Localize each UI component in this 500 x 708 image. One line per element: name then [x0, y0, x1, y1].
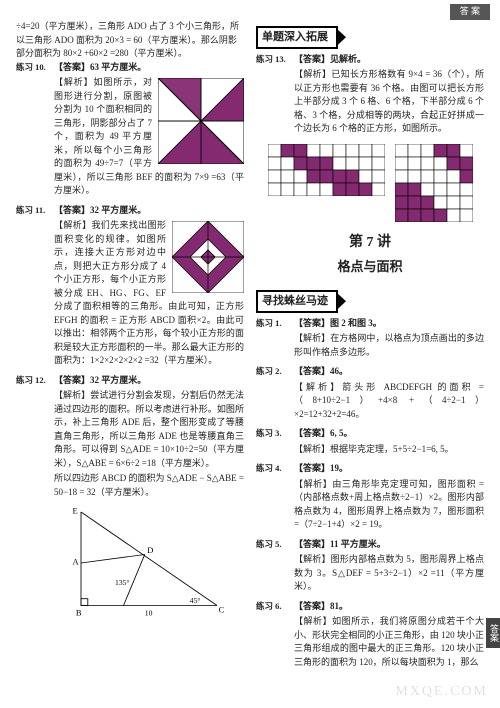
- svg-text:M: M: [203, 78, 210, 79]
- q2-label: 练习 2.: [256, 365, 294, 423]
- svg-text:135°: 135°: [115, 578, 130, 587]
- q4-exp: 【解析】由三角形毕克定理可知，图形面积 =（内部格点数+周上格点数÷2−1）×2…: [294, 478, 484, 532]
- ans-11: 【答案】32 平方厘米。: [54, 204, 244, 218]
- label-11: 练习 11.: [16, 204, 54, 370]
- problem-12: 练习 12. 【答案】32 平方厘米。 【解析】尝试进行分割会发现，分割后仍然无…: [16, 374, 244, 628]
- q3-exp: 【解析】根据毕克定理，5+5÷2−1=6, 5。: [294, 443, 484, 457]
- q2-exp: 【解析】箭头形 ABCDEFGH 的面积 =（8+10÷2−1）+4×8 +（4…: [294, 381, 484, 422]
- q6-exp: 【解析】如图所示，我们将原图分成若干个大小、形状完全相同的小正三角形，由 120…: [294, 615, 484, 669]
- q6-ans: 【答案】81。: [294, 600, 484, 614]
- section-bar-2: 寻找蛛丝马迹: [256, 290, 338, 313]
- q2: 练习 2. 【答案】46。 【解析】箭头形 ABCDEFGH 的面积 =（8+1…: [256, 365, 484, 423]
- chapter-subtitle: 格点与面积: [256, 257, 484, 277]
- label-10: 练习 10.: [16, 61, 54, 200]
- right-column: 单题深入拓展 练习 13. 【答案】见解析。 【解析】已知长方形格数有 9×4 …: [256, 20, 484, 675]
- q2-ans: 【答案】46。: [294, 365, 484, 379]
- header-tab: 答 案: [450, 4, 490, 20]
- svg-text:E: E: [73, 506, 78, 516]
- figure-11: H E G F A D B C: [172, 221, 244, 293]
- svg-text:H: H: [205, 221, 210, 222]
- q3-label: 练习 3.: [256, 427, 294, 458]
- q1-exp: 【解析】在方格网中，以格点为顶点画出的多边形叫作格点多边形。: [294, 332, 484, 359]
- q4-label: 练习 4.: [256, 462, 294, 534]
- watermark: MXQE.COM: [395, 681, 488, 702]
- svg-text:C: C: [219, 604, 225, 614]
- ans-13: 【答案】见解析。: [294, 53, 484, 67]
- q3-ans: 【答案】6, 5。: [294, 427, 484, 441]
- label-13: 练习 13.: [256, 53, 294, 138]
- section-bar-1: 单题深入拓展: [256, 26, 338, 49]
- svg-text:A: A: [73, 557, 80, 567]
- exp-12a: 【解析】尝试进行分割会发现，分割后仍然无法通过四边形的面积。所以考虑进行补形。如…: [54, 389, 244, 470]
- ans-10: 【答案】63 平方厘米。: [54, 61, 244, 75]
- q6-label: 练习 6.: [256, 600, 294, 672]
- q5-label: 练习 5.: [256, 538, 294, 596]
- side-tab: 答案: [486, 618, 500, 648]
- grid-rect: [268, 144, 385, 196]
- exp-13: 【解析】已知长方形格数有 9×4 = 36（个），所以正方形也需要有 36 个格…: [294, 68, 484, 136]
- intro-text: ÷4=20（平方厘米），三角形 ADO 占了 3 个小三角形，所以三角形 ADO…: [16, 20, 244, 61]
- q1-ans: 【答案】图 2 和图 3。: [294, 317, 484, 331]
- q6: 练习 6. 【答案】81。 【解析】如图所示，我们将原图分成若干个大小、形状完全…: [256, 600, 484, 672]
- problem-10: 练习 10. 【答案】63 平方厘米。 A D B C M: [16, 61, 244, 200]
- label-12: 练习 12.: [16, 374, 54, 628]
- exp-12b: 所以四边形 ABCD 的面积为 S△ADE − S△ABE = 50−18 = …: [54, 472, 244, 499]
- figure-triangle: E D A B C 135° 45° 10: [64, 503, 234, 623]
- problem-11: 练习 11. 【答案】32 平方厘米。 H E G F A D B: [16, 204, 244, 370]
- chapter-title: 第 7 讲: [256, 232, 484, 253]
- q1: 练习 1. 【答案】图 2 和图 3。 【解析】在方格网中，以格点为顶点画出的多…: [256, 317, 484, 362]
- q5-ans: 【答案】11 平方厘米。: [294, 538, 484, 552]
- q5: 练习 5. 【答案】11 平方厘米。 【解析】图形内部格点数为 5，图形周界上格…: [256, 538, 484, 596]
- q1-label: 练习 1.: [256, 317, 294, 362]
- q4-ans: 【答案】19。: [294, 462, 484, 476]
- svg-text:D: D: [147, 545, 153, 555]
- problem-13: 练习 13. 【答案】见解析。 【解析】已知长方形格数有 9×4 = 36（个）…: [256, 53, 484, 138]
- q5-exp: 【解析】图形内部格点数为 5，图形周界上格点数为 3。S△DEF = 5+3÷2…: [294, 553, 484, 594]
- svg-text:B: B: [76, 608, 82, 618]
- grid-square: [395, 144, 473, 222]
- left-column: ÷4=20（平方厘米），三角形 ADO 占了 3 个小三角形，所以三角形 ADO…: [16, 20, 244, 675]
- figure-10: A D B C M N: [158, 78, 244, 164]
- q4: 练习 4. 【答案】19。 【解析】由三角形毕克定理可知，图形面积 =（内部格点…: [256, 462, 484, 534]
- ans-12: 【答案】32 平方厘米。: [54, 374, 244, 388]
- svg-text:45°: 45°: [190, 596, 201, 605]
- svg-text:10: 10: [145, 609, 153, 618]
- q3: 练习 3. 【答案】6, 5。 【解析】根据毕克定理，5+5÷2−1=6, 5。: [256, 427, 484, 458]
